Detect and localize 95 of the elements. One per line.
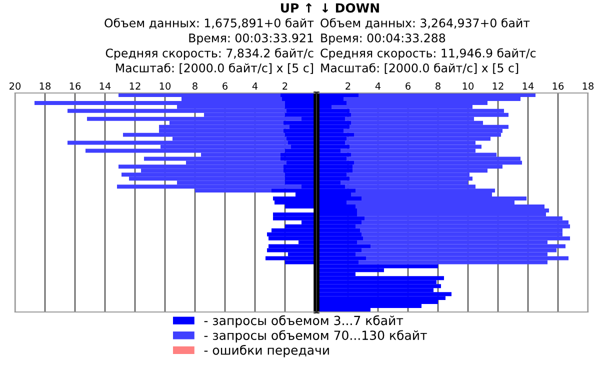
bar (318, 132, 354, 137)
bar (267, 232, 315, 236)
x-tick-label: 10 (160, 82, 171, 90)
bar (318, 124, 350, 129)
bar (267, 248, 315, 252)
bar (285, 180, 315, 185)
bar (118, 164, 284, 169)
x-tick-label: 14 (100, 82, 111, 90)
x-tick-label: 14 (522, 82, 534, 90)
bar (87, 116, 302, 121)
x-tick-label: 16 (70, 82, 81, 90)
x-tick-label: 8 (192, 82, 198, 90)
text: Время: 00:04:33.288 (321, 33, 446, 45)
x-tick-label: 8 (436, 82, 440, 90)
text: Масштаб: [2000.0 байт/с] x [5 с] (116, 63, 313, 74)
bar (318, 284, 441, 288)
bar (285, 132, 315, 137)
bar (273, 196, 315, 201)
legend-label: - запросы объемом 3...7 кбайт (204, 315, 404, 328)
bar (318, 160, 354, 165)
bar (318, 220, 362, 224)
x-tick-label: 4 (252, 82, 258, 90)
bar (280, 156, 315, 161)
bar (318, 276, 444, 280)
x-tick-label: 4 (375, 82, 381, 90)
bar (318, 176, 350, 181)
bar (284, 120, 315, 125)
bar (318, 204, 356, 208)
bar (122, 172, 285, 177)
text: Объем данных: 1,675,891+0 байт (104, 18, 314, 29)
x-tick-label: 12 (492, 82, 504, 90)
x-tick-label: 18 (582, 82, 594, 90)
x-tick-label: 6 (222, 82, 228, 90)
bar (318, 120, 351, 125)
x-tick-label: 12 (130, 82, 140, 90)
x-tick-label: 18 (40, 82, 51, 90)
bar (318, 196, 362, 201)
bar (117, 184, 302, 189)
bar (318, 236, 363, 240)
bar (273, 212, 315, 216)
legend-label: - ошибки передачи (204, 344, 329, 358)
x-tick-label: 10 (462, 82, 474, 90)
bar (285, 172, 315, 177)
bar (274, 200, 315, 204)
bar (285, 112, 315, 117)
bar (286, 136, 315, 141)
chart-title: ↓ DOWN (322, 3, 379, 13)
bar (284, 128, 315, 133)
bar (284, 168, 315, 173)
bar (318, 292, 452, 296)
bar (284, 164, 315, 169)
bar (318, 108, 350, 113)
x-tick-label: 2 (282, 82, 288, 90)
bar (68, 108, 286, 113)
bar (123, 132, 285, 137)
bar (34, 100, 285, 105)
text: Масштаб: [2000.0 байт/с] x [5 с] (321, 63, 518, 74)
bar (318, 100, 346, 105)
bar (318, 216, 364, 220)
text: Средняя скорость: 11,946.9 байт/с (320, 48, 536, 60)
bar (318, 164, 352, 169)
bar (357, 208, 549, 212)
bar (356, 224, 570, 228)
bar (286, 108, 315, 113)
bar (285, 100, 315, 105)
text: Средняя скорость: 7,834.2 байт/с (106, 48, 314, 60)
bar (318, 232, 362, 236)
bar (318, 208, 357, 212)
bar (318, 152, 351, 157)
bar (318, 244, 370, 248)
x-tick-label: 6 (406, 82, 410, 90)
bar (318, 264, 438, 268)
bar (318, 168, 352, 173)
bar (318, 228, 360, 232)
bar (285, 176, 315, 181)
legend-label: - запросы объемом 70...130 кбайт (204, 330, 427, 342)
text: Объем данных: 3,264,937+0 байт (320, 18, 530, 29)
bar (318, 112, 351, 117)
bar (268, 236, 315, 240)
bar (68, 140, 288, 145)
bar (272, 188, 315, 193)
x-tick-label: 2 (346, 82, 350, 90)
x-tick-label: 16 (552, 82, 564, 90)
bar (159, 124, 290, 129)
bar (346, 156, 520, 161)
bar (282, 96, 315, 101)
bar (280, 152, 315, 157)
bar (273, 216, 315, 220)
bar (318, 188, 356, 193)
x-tick-label: 20 (10, 82, 21, 90)
bar (288, 140, 315, 145)
chart-title: UP ↑ (281, 3, 312, 13)
bar (285, 104, 315, 109)
text: Время: 00:03:33.921 (189, 33, 313, 45)
bar (268, 244, 315, 248)
